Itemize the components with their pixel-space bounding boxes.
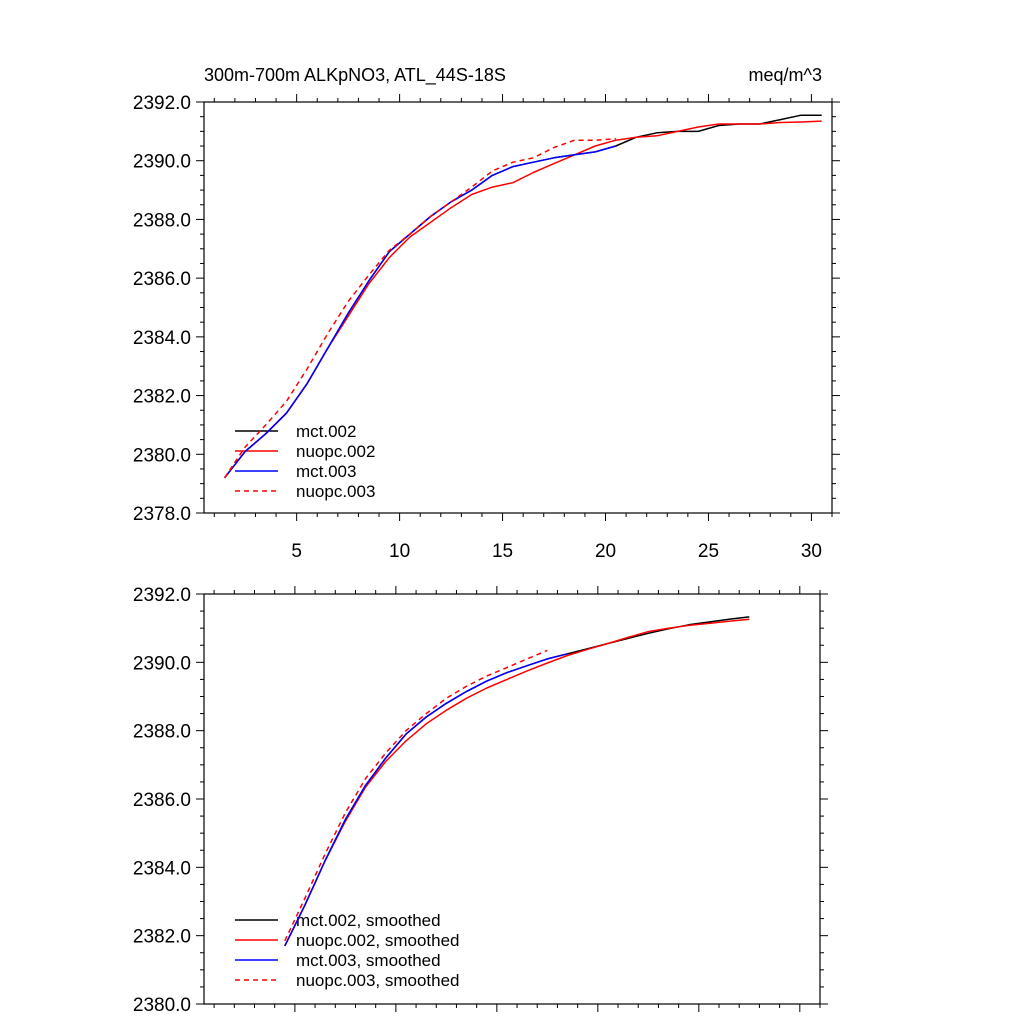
legend-label: nuopc.002, smoothed (296, 931, 460, 950)
y-tick-label: 2380.0 (133, 995, 191, 1016)
bottom-panel: 2380.0 2382.0 2384.0 2386.0 2388.0 2390.0 2392… (133, 585, 828, 1016)
y-tick-label: 2380.0 (133, 445, 191, 466)
y-tick-label: 2382.0 (133, 387, 191, 408)
x-tick-label: 15 (492, 541, 513, 562)
legend-label: mct.003, smoothed (296, 951, 441, 970)
y-tick-label: 2388.0 (133, 722, 191, 743)
y-tick-label: 2392.0 (133, 585, 191, 606)
legend-label: mct.002 (296, 422, 356, 441)
x-tick-label: 5 (291, 541, 302, 562)
x-tick-label: 10 (389, 541, 410, 562)
series-line-mct-002-smoothed (284, 616, 750, 947)
x-tick-label: 25 (698, 541, 719, 562)
y-tick-label: 2378.0 (133, 504, 191, 525)
y-tick-label: 2390.0 (133, 653, 191, 674)
y-tick-label: 2390.0 (133, 152, 191, 173)
y-tick-label: 2384.0 (133, 858, 191, 879)
units-label: meq/m^3 (749, 65, 822, 85)
legend-label: mct.002, smoothed (296, 911, 441, 930)
series-line-nuopc-002-smoothed (284, 618, 750, 947)
series-line-mct-003-smoothed (284, 653, 568, 947)
series-line-mct-003 (224, 145, 617, 479)
legend-label: nuopc.003, smoothed (296, 971, 460, 990)
x-tick-label: 30 (801, 541, 822, 562)
chart-title: 300m-700m ALKpNO3, ATL_44S-18S (204, 65, 506, 86)
y-tick-label: 2386.0 (133, 790, 191, 811)
legend-label: mct.003 (296, 462, 356, 481)
y-tick-label: 2392.0 (133, 93, 191, 114)
y-tick-label: 2384.0 (133, 328, 191, 349)
y-tick-label: 2388.0 (133, 210, 191, 231)
series-line-nuopc-003-smoothed (284, 649, 548, 942)
legend-label: nuopc.003 (296, 482, 375, 501)
y-tick-label: 2386.0 (133, 269, 191, 290)
legend-label: nuopc.002 (296, 442, 375, 461)
top-panel: 300m-700m ALKpNO3, ATL_44S-18S meq/m^3 2… (133, 65, 840, 562)
y-tick-label: 2382.0 (133, 927, 191, 948)
x-tick-label: 20 (595, 541, 616, 562)
series-line-nuopc-003 (223, 137, 616, 479)
